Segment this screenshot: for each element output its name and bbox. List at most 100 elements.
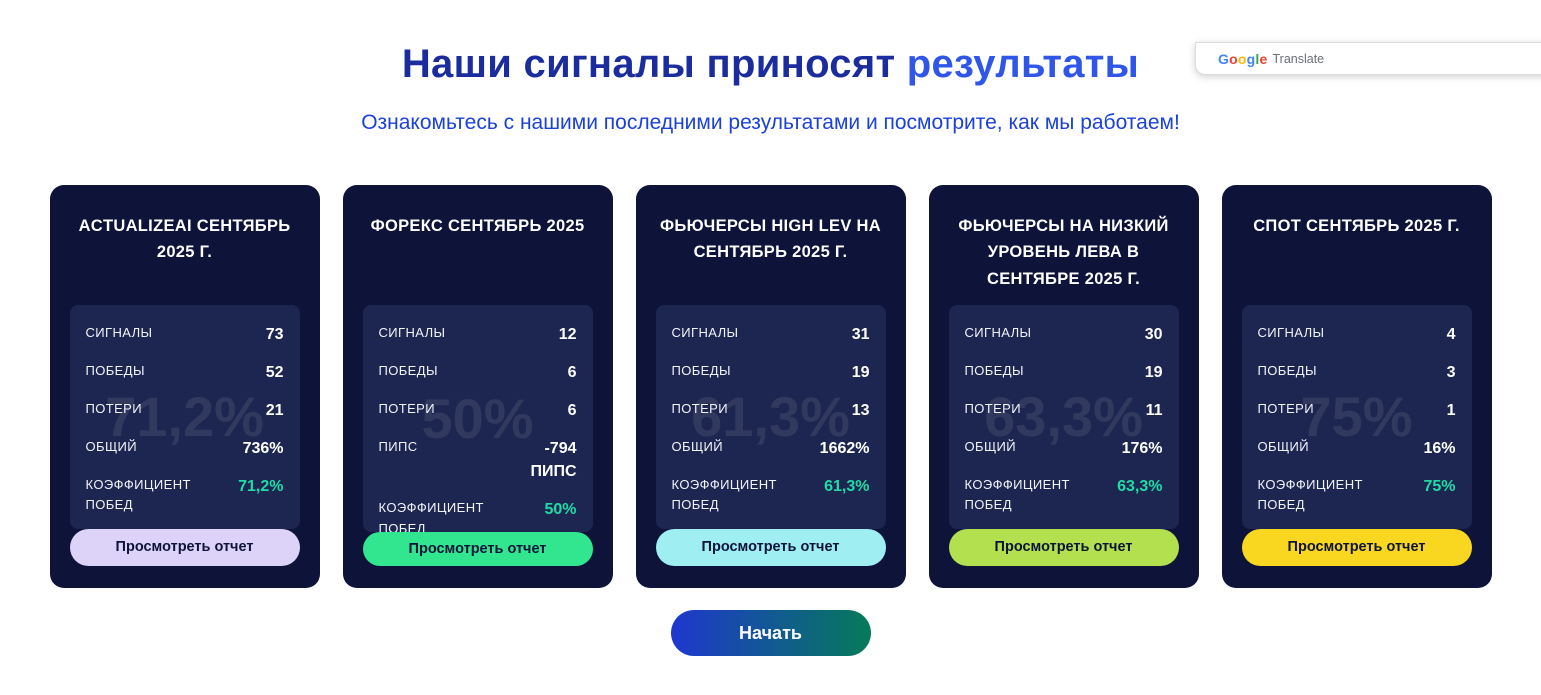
stat-label: КОЭФФИЦИЕНТ ПОБЕД [85, 477, 191, 513]
start-button[interactable]: Начать [670, 610, 871, 656]
stat-label: СИГНАЛЫ [671, 324, 739, 340]
stat-value: 61,3% [824, 478, 870, 496]
card-stats-panel: 61,3% СИГНАЛЫ 31 ПОБЕДЫ 19 ПОТЕРИ 13 ОБЩ… [655, 305, 886, 529]
stat-value: 176% [1121, 440, 1163, 458]
stat-value: 19 [851, 363, 870, 381]
stat-value: 75% [1423, 478, 1456, 496]
google-translate-widget[interactable]: Google Translate [1195, 42, 1541, 75]
stat-row: ОБЩИЙ 16% [1258, 430, 1456, 468]
stat-label: КОЭФФИЦИЕНТ ПОБЕД [1257, 477, 1363, 513]
stat-label: ПОБЕДЫ [85, 362, 145, 378]
stat-value: 19 [1144, 363, 1163, 381]
google-logo: Google [1218, 50, 1268, 67]
result-card: ФЬЮЧЕРСЫ HIGH LEV НА СЕНТЯБРЬ 2025 Г. 61… [635, 185, 906, 588]
stat-value: 736% [242, 440, 284, 458]
view-report-button[interactable]: Просмотреть отчет [362, 531, 593, 566]
results-cards-row: ACTUALIZEAI СЕНТЯБРЬ 2025 Г. 71,2% СИГНА… [49, 185, 1492, 588]
stat-value: 13 [851, 401, 870, 419]
stat-value: 4 [1446, 325, 1456, 343]
view-report-button[interactable]: Просмотреть отчет [948, 528, 1179, 566]
stat-label: СИГНАЛЫ [964, 324, 1032, 340]
google-translate-label: Translate [1272, 51, 1325, 66]
stat-label: ПОТЕРИ [1257, 400, 1314, 416]
stat-label: КОЭФФИЦИЕНТ ПОБЕД [671, 477, 777, 513]
view-report-button[interactable]: Просмотреть отчет [1241, 528, 1472, 566]
stat-label: ОБЩИЙ [671, 439, 724, 455]
view-report-button[interactable]: Просмотреть отчет [69, 528, 300, 566]
stat-value: 30 [1144, 325, 1163, 343]
stat-value: 52 [265, 363, 284, 381]
stat-value: 1662% [819, 440, 870, 458]
stat-row: КОЭФФИЦИЕНТ ПОБЕД 63,3% [965, 468, 1163, 523]
stat-value: -794 ПИПС [530, 440, 577, 481]
stat-value: 73 [265, 325, 284, 343]
stat-label: КОЭФФИЦИЕНТ ПОБЕД [378, 500, 484, 532]
stat-row: ОБЩИЙ 176% [965, 430, 1163, 468]
stat-row: ПОТЕРИ 6 [379, 391, 577, 429]
stat-label: ОБЩИЙ [85, 439, 138, 455]
stat-value: 6 [567, 401, 577, 419]
stat-value: 63,3% [1117, 478, 1163, 496]
stat-row: КОЭФФИЦИЕНТ ПОБЕД 50% [379, 491, 577, 532]
stat-row: ПОБЕДЫ 52 [86, 353, 284, 391]
stat-row: ПОТЕРИ 11 [965, 391, 1163, 429]
stat-label: ПОТЕРИ [671, 400, 728, 416]
page-title-main: Наши сигналы приносят [401, 42, 907, 86]
card-stats: СИГНАЛЫ 73 ПОБЕДЫ 52 ПОТЕРИ 21 ОБЩИЙ 736… [86, 315, 284, 523]
stat-label: ПОБЕДЫ [671, 362, 731, 378]
stat-value: 71,2% [238, 478, 284, 496]
stat-row: ПИПС -794 ПИПС [379, 430, 577, 491]
stat-row: ПОБЕДЫ 19 [672, 353, 870, 391]
stat-label: ПОТЕРИ [85, 400, 142, 416]
card-title: ACTUALIZEAI СЕНТЯБРЬ 2025 Г. [78, 217, 291, 262]
result-card: ФЬЮЧЕРСЫ НА НИЗКИЙ УРОВЕНЬ ЛЕВА В СЕНТЯБ… [928, 185, 1199, 588]
stat-label: КОЭФФИЦИЕНТ ПОБЕД [964, 477, 1070, 513]
card-title: СПОТ СЕНТЯБРЬ 2025 Г. [1253, 217, 1460, 235]
stat-value: 12 [558, 325, 577, 343]
stat-label: СИГНАЛЫ [1257, 324, 1325, 340]
stat-value: 16% [1423, 440, 1456, 458]
card-title: ФОРЕКС СЕНТЯБРЬ 2025 [370, 217, 585, 235]
stat-value: 21 [265, 401, 284, 419]
stat-value: 6 [567, 363, 577, 381]
stat-row: КОЭФФИЦИЕНТ ПОБЕД 61,3% [672, 468, 870, 523]
stat-label: СИГНАЛЫ [378, 324, 446, 340]
stat-label: ПОТЕРИ [964, 400, 1021, 416]
stat-row: ПОБЕДЫ 6 [379, 353, 577, 391]
stat-row: СИГНАЛЫ 31 [672, 315, 870, 353]
page-title: Наши сигналы приносят результаты [0, 42, 1541, 87]
card-stats-panel: 71,2% СИГНАЛЫ 73 ПОБЕДЫ 52 ПОТЕРИ 21 ОБЩ… [69, 305, 300, 529]
stat-value: 50% [544, 501, 577, 519]
page-subtitle: Ознакомьтесь с нашими последними результ… [361, 111, 1180, 134]
stat-row: КОЭФФИЦИЕНТ ПОБЕД 71,2% [86, 468, 284, 523]
card-stats: СИГНАЛЫ 30 ПОБЕДЫ 19 ПОТЕРИ 11 ОБЩИЙ 176… [965, 315, 1163, 523]
stat-row: СИГНАЛЫ 4 [1258, 315, 1456, 353]
stat-row: ОБЩИЙ 1662% [672, 430, 870, 468]
stat-value: 31 [851, 325, 870, 343]
view-report-button[interactable]: Просмотреть отчет [655, 528, 886, 566]
result-card: ФОРЕКС СЕНТЯБРЬ 2025 50% СИГНАЛЫ 12 ПОБЕ… [342, 185, 613, 588]
stat-value: 11 [1145, 401, 1163, 419]
stat-label: ПОБЕДЫ [378, 362, 438, 378]
card-stats: СИГНАЛЫ 4 ПОБЕДЫ 3 ПОТЕРИ 1 ОБЩИЙ 16% КО… [1258, 315, 1456, 523]
stat-row: ПОБЕДЫ 3 [1258, 353, 1456, 391]
card-stats-panel: 50% СИГНАЛЫ 12 ПОБЕДЫ 6 ПОТЕРИ 6 ПИПС -7… [362, 305, 593, 532]
stat-label: ПОБЕДЫ [964, 362, 1024, 378]
stat-label: СИГНАЛЫ [85, 324, 153, 340]
card-title: ФЬЮЧЕРСЫ HIGH LEV НА СЕНТЯБРЬ 2025 Г. [660, 217, 881, 262]
result-card: ACTUALIZEAI СЕНТЯБРЬ 2025 Г. 71,2% СИГНА… [49, 185, 320, 588]
card-stats-panel: 75% СИГНАЛЫ 4 ПОБЕДЫ 3 ПОТЕРИ 1 ОБЩИЙ 16… [1241, 305, 1472, 529]
stat-value: 3 [1446, 363, 1456, 381]
stat-row: ОБЩИЙ 736% [86, 430, 284, 468]
stat-label: ПОБЕДЫ [1257, 362, 1317, 378]
stat-row: ПОТЕРИ 13 [672, 391, 870, 429]
card-stats: СИГНАЛЫ 12 ПОБЕДЫ 6 ПОТЕРИ 6 ПИПС -794 П… [379, 315, 577, 532]
card-stats-panel: 63,3% СИГНАЛЫ 30 ПОБЕДЫ 19 ПОТЕРИ 11 ОБЩ… [948, 305, 1179, 529]
stat-label: ПИПС [378, 439, 418, 455]
stat-row: СИГНАЛЫ 30 [965, 315, 1163, 353]
card-title: ФЬЮЧЕРСЫ НА НИЗКИЙ УРОВЕНЬ ЛЕВА В СЕНТЯБ… [958, 217, 1169, 288]
result-card: СПОТ СЕНТЯБРЬ 2025 Г. 75% СИГНАЛЫ 4 ПОБЕ… [1221, 185, 1492, 588]
stat-row: СИГНАЛЫ 12 [379, 315, 577, 353]
page-title-accent: результаты [906, 42, 1140, 86]
stat-label: ОБЩИЙ [964, 439, 1017, 455]
